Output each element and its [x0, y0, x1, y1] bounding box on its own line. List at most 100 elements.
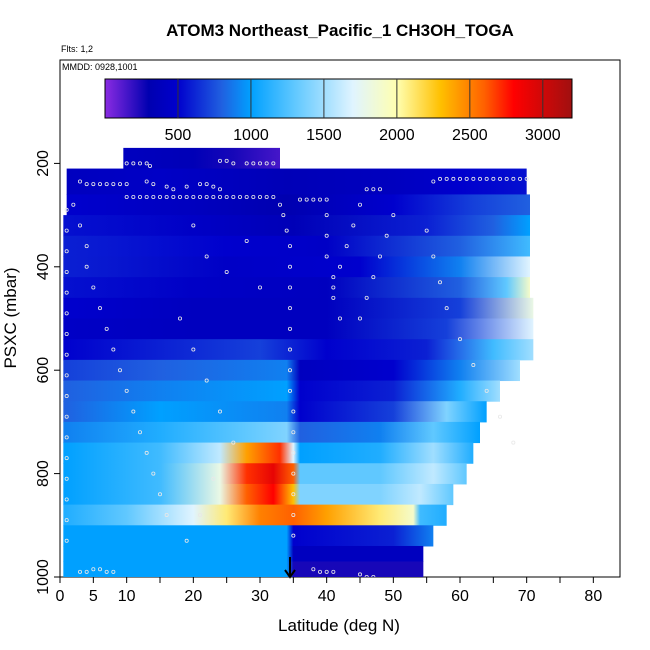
sample-point [191, 223, 196, 228]
sample-point [231, 195, 236, 200]
sample-point [184, 195, 189, 200]
sample-point [284, 228, 289, 233]
sample-point [171, 195, 176, 200]
sample-point [357, 202, 362, 207]
sample-point [104, 569, 109, 574]
sample-point [124, 161, 129, 166]
sample-point [237, 195, 242, 200]
y-axis-title: PSXC (mbar) [1, 267, 20, 368]
sample-point [224, 158, 229, 163]
heatmap-band [63, 525, 434, 547]
sample-point [171, 187, 176, 192]
heatmap-band [63, 235, 530, 257]
x-axis-title: Latitude (deg N) [278, 616, 400, 635]
date-note: MMDD: 0928,1001 [62, 62, 138, 72]
sample-point [364, 187, 369, 192]
sample-point [64, 290, 69, 295]
sample-point [197, 512, 202, 517]
sample-point [204, 195, 209, 200]
x-tick-label: 30 [251, 588, 269, 605]
sample-point [377, 254, 382, 259]
flights-note: Flts: 1,2 [61, 44, 93, 54]
sample-point [324, 254, 329, 259]
sample-point [257, 195, 262, 200]
sample-point [111, 347, 116, 352]
sample-point [431, 254, 436, 259]
sample-point [287, 285, 292, 290]
sample-point [471, 176, 476, 181]
sample-point [371, 575, 376, 577]
sample-point [257, 161, 262, 166]
sample-point [377, 187, 382, 192]
sample-point [291, 533, 296, 538]
sample-point [78, 223, 83, 228]
y-tick-label: 1000 [35, 559, 52, 595]
sample-point [184, 184, 189, 189]
sample-point [204, 182, 209, 187]
sample-point [64, 207, 69, 212]
sample-point [287, 347, 292, 352]
colorbar-tick-label: 1500 [306, 127, 342, 144]
sample-point [291, 512, 296, 517]
sample-point [244, 238, 249, 243]
x-tick-label: 5 [89, 588, 98, 605]
heatmap-band [63, 421, 480, 444]
sample-point [211, 184, 216, 189]
sample-points [64, 158, 529, 577]
sample-point [91, 285, 96, 290]
sample-point [457, 337, 462, 342]
sample-point [287, 326, 292, 331]
sample-point [64, 269, 69, 274]
sample-point [324, 213, 329, 218]
sample-point [384, 233, 389, 238]
sample-point [511, 176, 516, 181]
sample-point [484, 388, 489, 393]
sample-point [331, 569, 336, 574]
sample-point [504, 176, 509, 181]
sample-point [291, 492, 296, 497]
sample-point [64, 311, 69, 316]
sample-point [364, 575, 369, 577]
heatmap-band [63, 504, 447, 526]
sample-point [217, 187, 222, 192]
sample-point [371, 187, 376, 192]
heatmap-band [66, 194, 531, 216]
sample-point [437, 176, 442, 181]
sample-point [287, 264, 292, 269]
sample-point [124, 195, 129, 200]
sample-point [84, 569, 89, 574]
x-axis: 0 5 10 20 30 40 50 60 70 80 [56, 577, 602, 605]
latitude-marker-arrow [284, 557, 296, 579]
sample-point [217, 195, 222, 200]
sample-point [424, 228, 429, 233]
sample-point [391, 213, 396, 218]
sample-point [331, 295, 336, 300]
sample-point [357, 316, 362, 321]
sample-point [344, 244, 349, 249]
sample-point [337, 316, 342, 321]
sample-point [497, 414, 502, 419]
sample-point [151, 471, 156, 476]
sample-point [137, 195, 142, 200]
sample-point [131, 195, 136, 200]
sample-point [204, 254, 209, 259]
sample-point [71, 202, 76, 207]
sample-point [451, 176, 456, 181]
sample-point [431, 179, 436, 184]
sample-point [297, 197, 302, 202]
sample-point [477, 176, 482, 181]
sample-point [287, 388, 292, 393]
sample-point [324, 233, 329, 238]
sample-point [471, 363, 476, 368]
sample-point [264, 195, 269, 200]
sample-point [484, 176, 489, 181]
sample-point [357, 572, 362, 577]
y-tick-label: 200 [35, 150, 52, 177]
sample-point [511, 440, 516, 445]
sample-point [524, 176, 529, 181]
sample-point [364, 295, 369, 300]
heatmap-band [63, 545, 424, 562]
heatmap-bands [63, 147, 534, 577]
sample-point [177, 195, 182, 200]
